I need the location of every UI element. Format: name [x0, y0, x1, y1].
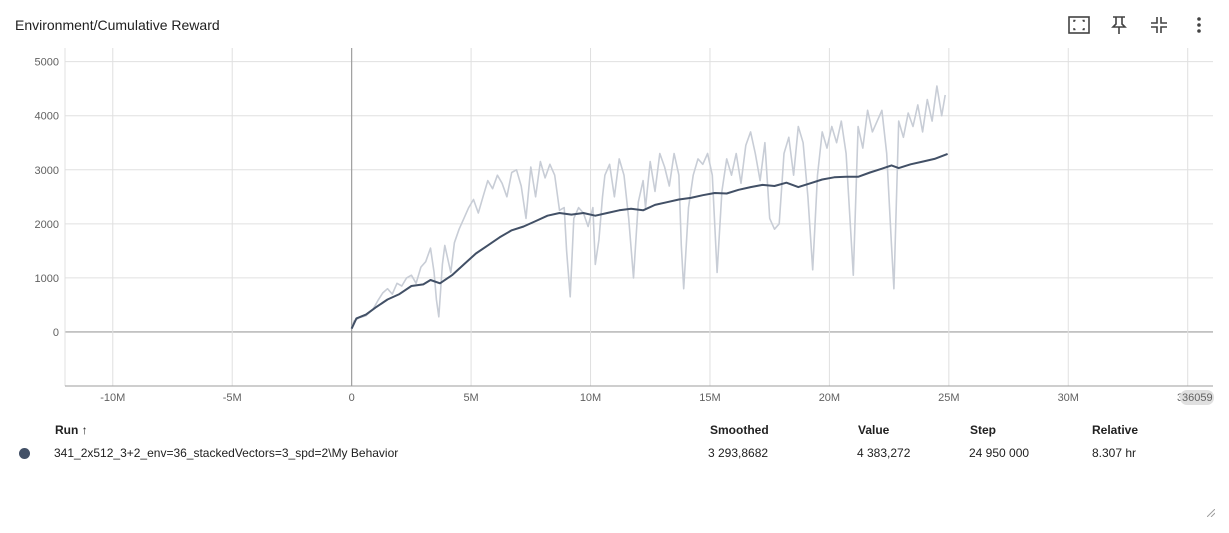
more-vert-icon — [1197, 17, 1201, 33]
header-smoothed[interactable]: Smoothed — [710, 423, 769, 437]
header-step[interactable]: Step — [970, 423, 997, 437]
run-name: 341_2x512_3+2_env=36_stackedVectors=3_sp… — [54, 446, 399, 460]
x-tick-label: 30M — [1058, 392, 1079, 404]
x-tick-label: 0 — [349, 392, 355, 404]
run-color-dot — [19, 448, 30, 459]
resize-handle-icon[interactable] — [1207, 509, 1215, 517]
chart-toolbar — [1059, 12, 1219, 38]
fit-to-screen-button[interactable] — [1059, 12, 1099, 38]
header-run[interactable]: Run ↑ — [55, 423, 88, 437]
chart-series — [350, 85, 948, 330]
x-range-end-badge: 36059 — [1180, 390, 1214, 405]
line-chart[interactable]: 0 1000 2000 3000 4000 5000 -10M -5M 0 5M 10M 15M 20… — [0, 40, 1229, 412]
collapse-icon — [1151, 17, 1167, 33]
x-tick-label: 10M — [580, 392, 601, 404]
collapse-button[interactable] — [1139, 12, 1179, 38]
y-tick-label: 2000 — [35, 219, 59, 231]
x-tick-label: -5M — [223, 392, 242, 404]
x-tick-label: 5M — [463, 392, 478, 404]
x-axis-tick-labels: -10M-5M05M10M15M20M25M30M35M — [100, 392, 1198, 404]
x-tick-label: 25M — [938, 392, 959, 404]
y-tick-label: 1000 — [35, 273, 59, 285]
smoothed-series-line — [350, 152, 948, 330]
smoothed-value: 3 293,8682 — [708, 446, 769, 460]
x-end-badge-bg — [1180, 390, 1214, 405]
x-tick-label: 15M — [699, 392, 720, 404]
header-relative[interactable]: Relative — [1092, 423, 1139, 437]
y-tick-label: 4000 — [35, 111, 59, 123]
more-options-button[interactable] — [1179, 12, 1219, 38]
raw-series-line — [350, 85, 946, 329]
chart-grid — [64, 48, 1213, 386]
x-tick-label: 20M — [819, 392, 840, 404]
card-title: Environment/Cumulative Reward — [15, 17, 220, 33]
fit-to-screen-icon — [1068, 16, 1090, 34]
pin-button[interactable] — [1099, 12, 1139, 38]
relative-time: 8.307 hr — [1092, 446, 1137, 460]
step-value: 24 950 000 — [969, 446, 1030, 460]
pin-icon — [1111, 16, 1127, 34]
y-axis-tick-labels: 0 1000 2000 3000 4000 5000 — [35, 57, 59, 339]
header-value[interactable]: Value — [858, 423, 890, 437]
x-end-badge-label: 36059 — [1182, 392, 1213, 404]
y-tick-label: 3000 — [35, 165, 59, 177]
y-tick-label: 5000 — [35, 57, 59, 69]
x-tick-label: -10M — [100, 392, 125, 404]
y-tick-label: 0 — [53, 327, 59, 339]
raw-value: 4 383,272 — [857, 446, 911, 460]
